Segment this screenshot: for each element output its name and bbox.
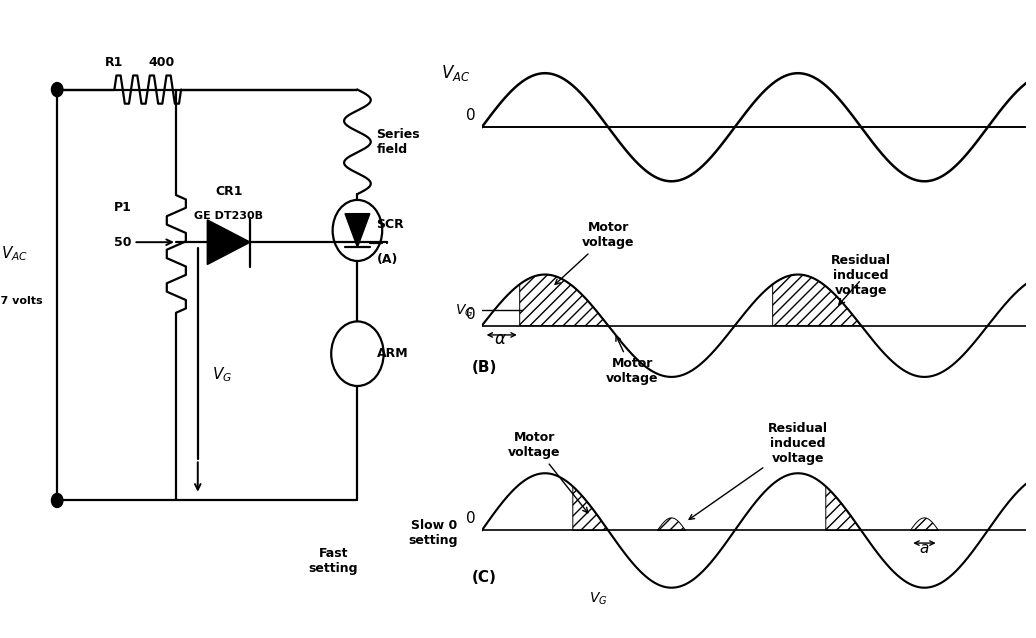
Text: (C): (C) xyxy=(471,570,496,585)
Text: $V_{AC}$: $V_{AC}$ xyxy=(1,244,28,263)
Text: Residual
induced
voltage: Residual induced voltage xyxy=(831,254,891,297)
Text: CR1: CR1 xyxy=(215,185,242,198)
Text: 0: 0 xyxy=(466,108,476,124)
Text: 0: 0 xyxy=(466,307,476,322)
Text: Motor
voltage: Motor voltage xyxy=(508,431,587,513)
Circle shape xyxy=(52,493,63,507)
Text: 400: 400 xyxy=(149,56,175,69)
Text: Fast
setting: Fast setting xyxy=(309,547,358,575)
Text: $a$: $a$ xyxy=(919,542,929,556)
Text: $V_{AC}$: $V_{AC}$ xyxy=(441,63,470,83)
Text: P1: P1 xyxy=(114,201,133,214)
Text: $\alpha$: $\alpha$ xyxy=(494,330,507,348)
Text: (A): (A) xyxy=(376,253,398,266)
Text: 117 volts: 117 volts xyxy=(0,296,44,306)
Text: GE DT230B: GE DT230B xyxy=(194,211,263,221)
Text: R1: R1 xyxy=(106,56,123,69)
Text: $V_G$: $V_G$ xyxy=(212,365,232,383)
Text: 50: 50 xyxy=(114,236,132,249)
Text: SCR: SCR xyxy=(376,218,404,231)
Polygon shape xyxy=(207,220,251,265)
Text: 0: 0 xyxy=(466,512,476,526)
Text: Motor
voltage: Motor voltage xyxy=(555,221,634,285)
Text: ARM: ARM xyxy=(376,347,408,360)
Text: Residual
induced
voltage: Residual induced voltage xyxy=(689,422,828,519)
Text: Slow 0
setting: Slow 0 setting xyxy=(408,519,458,547)
Text: $V_G$: $V_G$ xyxy=(588,591,607,607)
Text: Motor
voltage: Motor voltage xyxy=(606,336,659,385)
Text: $V_G$: $V_G$ xyxy=(455,302,473,318)
Text: (B): (B) xyxy=(471,360,497,375)
Polygon shape xyxy=(345,214,370,248)
Circle shape xyxy=(52,82,63,96)
Text: Series
field: Series field xyxy=(376,128,421,156)
